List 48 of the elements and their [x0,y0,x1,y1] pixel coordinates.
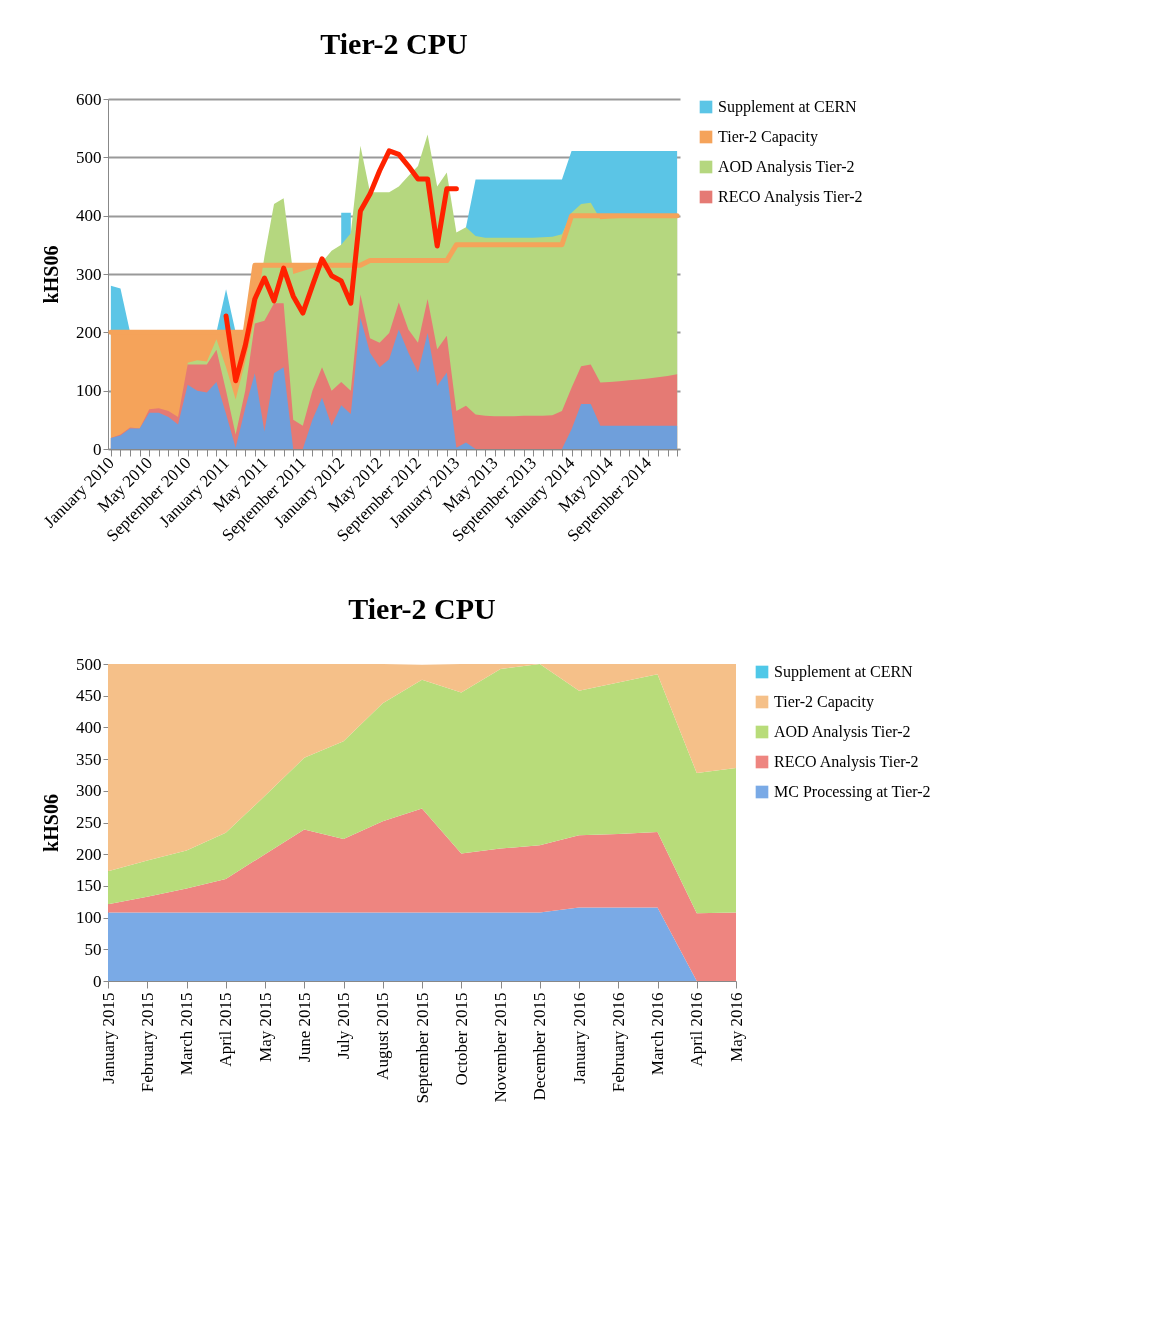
x-tick-label: July 2015 [334,992,353,1060]
y-tick-label: 350 [76,749,102,769]
legend-label: RECO Analysis Tier-2 [774,753,919,771]
x-tick-label: October 2015 [451,992,471,1086]
legend-label: RECO Analysis Tier-2 [718,188,863,206]
x-tick-label: February 2016 [608,992,628,1093]
y-tick-label: 100 [76,908,102,928]
legend-label: Tier-2 Capacity [774,693,874,711]
y-tick-label: 500 [76,654,102,674]
y-tick-label: 0 [93,439,102,459]
legend-label: Tier-2 Capacity [718,128,818,146]
y-tick-label: 300 [76,781,102,801]
y-axis-title: kHS06 [40,794,62,852]
x-tick-label: September 2015 [412,992,432,1104]
y-tick-label: 500 [76,147,102,167]
x-tick-label: January 2015 [98,992,118,1084]
y-tick-label: 100 [76,381,102,401]
legend-label: Supplement at CERN [774,663,914,681]
x-tick-label: January 2016 [569,992,589,1084]
x-tick-label: April 2015 [216,992,236,1067]
x-tick-label: March 2015 [177,992,196,1076]
y-tick-label: 250 [76,813,102,832]
y-tick-label: 450 [76,686,102,706]
y-tick-label: 600 [76,89,102,109]
legend-label: MC Processing at Tier-2 [774,783,931,801]
y-tick-label: 300 [76,264,102,284]
x-tick-label: June 2015 [294,992,314,1062]
x-tick-label: April 2016 [687,992,707,1067]
legend-label: AOD Analysis Tier-2 [774,723,911,741]
legend-label: Supplement at CERN [718,98,858,116]
x-tick-label: November 2015 [491,992,510,1103]
y-axis-title: kHS06 [40,245,62,304]
y-tick-label: 150 [76,876,102,896]
x-tick-label: March 2016 [648,992,667,1076]
y-tick-label: 200 [76,322,102,342]
y-tick-label: 50 [84,939,102,959]
x-tick-label: February 2015 [137,992,157,1093]
y-tick-label: 400 [76,717,102,737]
x-tick-label: May 2016 [726,992,746,1062]
x-tick-label: May 2015 [255,992,275,1062]
y-tick-label: 0 [93,971,102,991]
legend-label: AOD Analysis Tier-2 [718,158,855,176]
chart-title: Tier-2 CPU [320,27,468,60]
x-tick-label: December 2015 [530,992,550,1101]
y-tick-label: 200 [76,844,102,864]
y-tick-label: 400 [76,206,102,226]
chart-title: Tier-2 CPU [348,592,496,625]
x-tick-label: August 2015 [373,992,393,1080]
